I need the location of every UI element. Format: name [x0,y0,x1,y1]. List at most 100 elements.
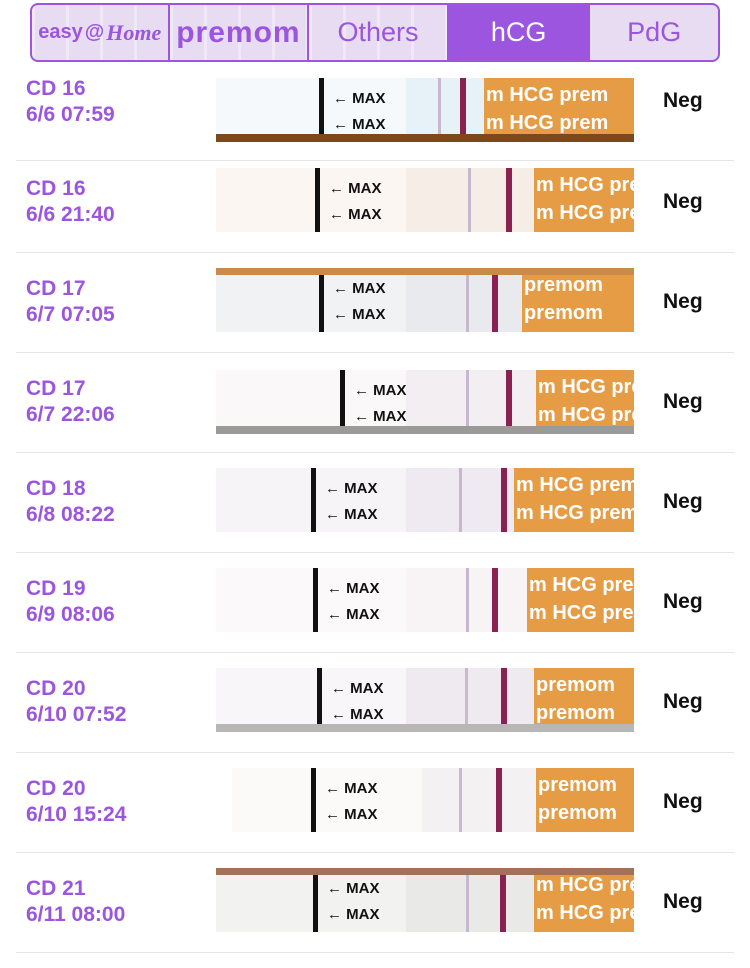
strip-brand-pad: m HCG prem m HCG prem [514,468,634,532]
cycle-day-label: CD 19 6/9 08:06 [26,576,115,628]
test-line [496,768,502,832]
max-marker-text: MAX [344,506,378,523]
result-badge: Neg [663,890,703,913]
control-line [459,768,462,832]
cycle-day-label: CD 21 6/11 08:00 [26,876,125,928]
test-datetime: 6/6 21:40 [26,203,115,226]
tab-premom[interactable]: premom [169,5,310,60]
tab-others-label: Others [337,17,419,47]
max-marker: ← MAX [327,580,380,597]
test-strip-photo: ← MAX ← MAX m HCG prem m HCG prem [216,168,634,232]
result-badge: Neg [663,89,703,112]
strip-brand-pad: premom premom [534,668,634,732]
max-marker: ← MAX [325,780,378,797]
test-strip-photo: ← MAX ← MAX m HCG prem m HCG prem [216,78,634,142]
strip-pad-text: premom [538,802,617,824]
test-datetime: 6/6 07:59 [26,103,115,126]
cycle-day: CD 18 [26,477,86,500]
strip-pad-text: premom [536,674,615,696]
strip-brand-pad: m HCG prem m HCG prem [534,868,634,932]
strip-brand-pad: premom premom [536,768,634,832]
max-marker: ← MAX [331,680,384,697]
tab-pdg[interactable]: PdG [590,5,718,60]
max-marker: ← MAX [333,306,386,323]
max-marker-text: MAX [346,906,380,923]
tab-pdg-label: PdG [627,17,682,47]
test-datetime: 6/9 08:06 [26,603,115,626]
list-item[interactable]: CD 18 6/8 08:22 ← MAX ← MAX m HCG prem m HCG … [16,452,734,553]
max-marker-text: MAX [344,806,378,823]
max-marker: ← MAX [333,280,386,297]
tab-hcg-label: hCG [490,17,547,47]
max-marker: ← MAX [327,906,380,923]
test-datetime: 6/8 08:22 [26,503,115,526]
result-badge: Neg [663,690,703,713]
list-item[interactable]: CD 20 6/10 07:52 ← MAX ← MAX premom premom Neg [16,652,734,753]
test-line [506,168,512,232]
easy-home-logo-at: @ [84,21,105,43]
tab-others[interactable]: Others [309,5,449,60]
list-item[interactable]: CD 17 6/7 07:05 ← MAX ← MAX premom premom Neg [16,252,734,353]
test-line [500,868,506,932]
test-datetime: 6/10 07:52 [26,703,127,726]
test-strip-photo: ← MAX ← MAX m HCG prem m HCG prem [216,568,634,632]
max-marker-text: MAX [352,90,386,107]
strip-pad-text: m HCG prem [486,112,609,134]
cycle-day: CD 17 [26,277,86,300]
max-marker: ← MAX [325,480,378,497]
control-line [438,78,441,142]
max-marker: ← MAX [329,206,382,223]
cycle-day-label: CD 20 6/10 15:24 [26,776,126,828]
max-marker-text: MAX [373,382,407,399]
strip-brand-pad: m HCG prem m HCG prem [527,568,634,632]
easy-home-logo-text-right: Home [106,19,162,45]
strip-pad-text: m HCG prem [516,474,634,496]
max-marker: ← MAX [354,382,407,399]
max-marker: ← MAX [333,116,386,133]
control-line [466,868,469,932]
result-badge: Neg [663,290,703,313]
result-badge: Neg [663,190,703,213]
result-badge: Neg [663,590,703,613]
test-line [492,268,498,332]
cycle-day: CD 21 [26,877,86,900]
cycle-day-label: CD 17 6/7 22:06 [26,376,115,428]
test-strip-photo: ← MAX ← MAX premom premom [216,668,634,732]
cycle-day-label: CD 17 6/7 07:05 [26,276,115,328]
control-line [466,370,469,434]
test-datetime: 6/11 08:00 [26,903,126,926]
control-line [465,668,468,732]
strip-pad-text: m HCG prem [538,404,634,426]
max-marker: ← MAX [327,606,380,623]
max-marker-text: MAX [344,480,378,497]
max-marker-text: MAX [348,180,382,197]
list-item[interactable]: CD 20 6/10 15:24 ← MAX ← MAX premom premom Neg [16,752,734,853]
max-marker: ← MAX [333,90,386,107]
test-line [501,468,507,532]
max-marker-text: MAX [352,116,386,133]
easy-home-logo: easy @ Home [38,20,161,46]
test-datetime: 6/10 15:24 [26,803,127,826]
result-badge: Neg [663,490,703,513]
list-item[interactable]: CD 16 6/6 07:59 ← MAX ← MAX m HCG prem m HCG … [16,60,734,161]
max-marker-text: MAX [346,606,380,623]
strip-brand-pad: m HCG prem m HCG prem [536,370,634,434]
test-line [460,78,466,142]
max-marker-text: MAX [346,580,380,597]
control-line [466,568,469,632]
tab-easy-home[interactable]: easy @ Home [32,5,170,60]
max-marker: ← MAX [327,880,380,897]
strip-pad-text: m HCG prem [486,84,609,106]
brand-tab-bar: easy @ Home premom Others hCG PdG [30,3,720,62]
cycle-day: CD 16 [26,177,86,200]
control-line [468,168,471,232]
strip-brand-pad: m HCG prem m HCG prem [534,168,634,232]
test-datetime: 6/7 07:05 [26,303,115,326]
test-line [506,370,512,434]
tab-hcg[interactable]: hCG [448,5,591,60]
test-strip-photo: ← MAX ← MAX premom premom [216,268,634,332]
